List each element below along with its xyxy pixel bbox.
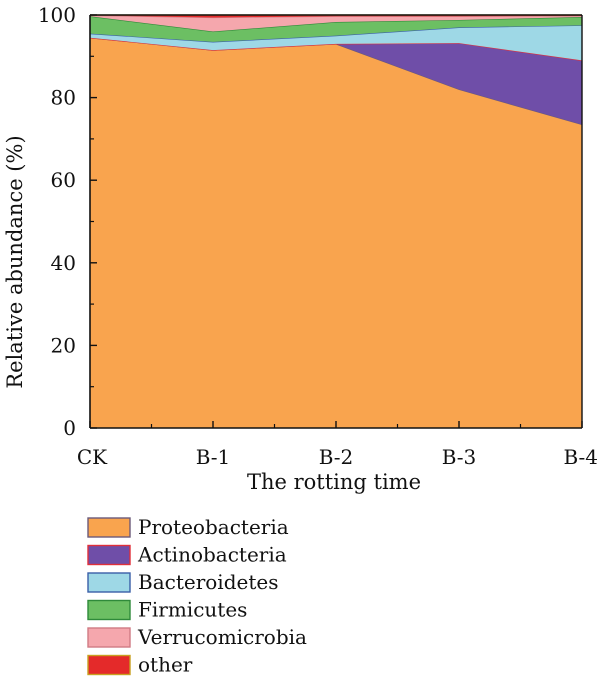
area-firmicutes: [90, 16, 582, 42]
legend-label-other: other: [138, 653, 193, 677]
tick-labels: 0 20 40 60 80 100 CK B-1 B-2 B-3 B-4: [38, 3, 598, 469]
y-axis-title: Relative abundance (%): [3, 135, 27, 388]
legend-swatch-other: [87, 654, 131, 676]
area-actinobacteria: [90, 37, 582, 125]
x-tick-label: B-1: [196, 445, 231, 469]
y-tick-label: 0: [63, 416, 76, 440]
area-verrucomicrobia: [90, 15, 582, 32]
y-tick-label: 40: [51, 251, 76, 275]
area-proteobacteria: [90, 37, 582, 428]
legend-swatch-actinobacteria: [87, 544, 131, 566]
legend: Proteobacteria Actinobacteria Bacteroidete…: [87, 515, 307, 677]
legend-swatch-firmicutes: [87, 599, 131, 621]
axes: [89, 14, 583, 429]
x-tick-label: B-4: [563, 445, 598, 469]
legend-label-verrucomicrobia: Verrucomicrobia: [137, 625, 307, 649]
y-tick-label: 80: [51, 86, 76, 110]
legend-label-firmicutes: Firmicutes: [138, 598, 247, 622]
y-tick-label: 100: [38, 3, 76, 27]
area-bacteroidetes: [90, 25, 582, 61]
x-tick-label: B-2: [319, 445, 354, 469]
legend-label-bacteroidetes: Bacteroidetes: [138, 570, 278, 594]
legend-swatch-bacteroidetes: [87, 572, 131, 593]
y-tick-label: 60: [51, 168, 76, 192]
x-tick-label: B-3: [442, 445, 477, 469]
legend-label-actinobacteria: Actinobacteria: [137, 543, 287, 567]
legend-swatch-proteobacteria: [87, 517, 131, 538]
legend-label-proteobacteria: Proteobacteria: [138, 515, 289, 539]
x-tick-label: CK: [77, 445, 108, 469]
area-layers: [89, 14, 583, 428]
x-axis-title: The rotting time: [247, 470, 421, 494]
legend-swatch-verrucomicrobia: [87, 627, 131, 648]
y-tick-label: 20: [51, 333, 76, 357]
